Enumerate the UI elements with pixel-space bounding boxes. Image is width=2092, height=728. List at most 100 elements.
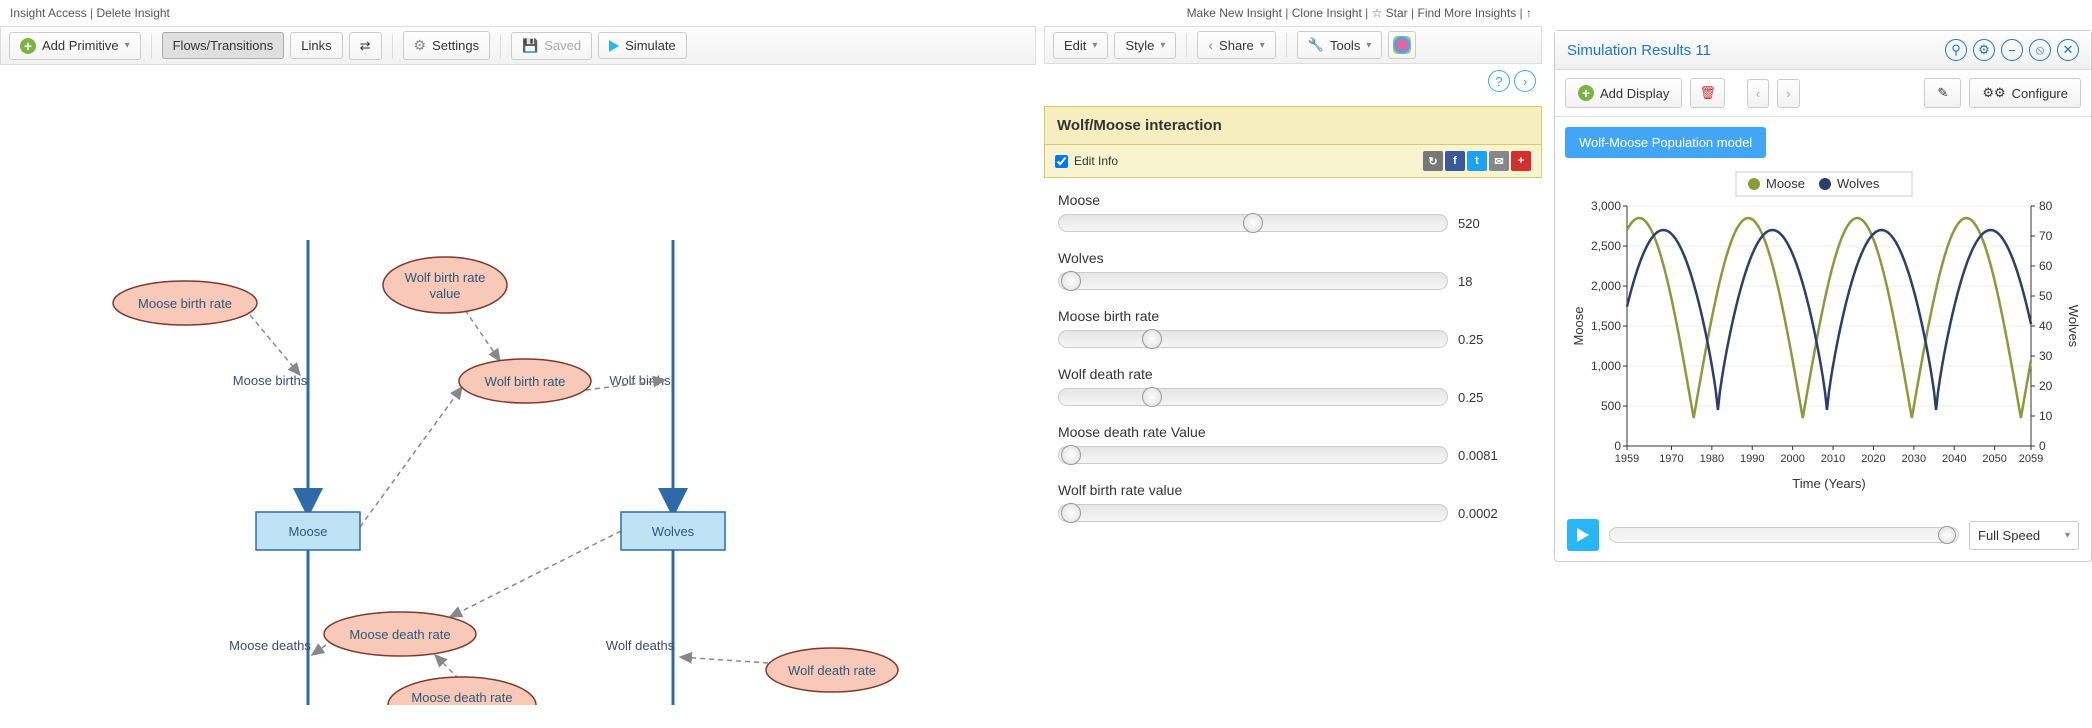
plus-icon: + [20,38,36,54]
swap-button[interactable]: ⇄ [349,32,382,60]
svg-text:Wolf death rate: Wolf death rate [788,663,876,678]
slider-track[interactable] [1058,214,1448,232]
results-window: Simulation Results 11 ⚲ ⚙ − ⦸ ✕ + Add Di… [1554,30,2092,562]
tools-button[interactable]: Tools ▾ [1297,31,1383,59]
slider-thumb[interactable] [1938,526,1956,544]
slider-thumb[interactable] [1061,271,1081,291]
link-insight-access[interactable]: Insight Access [10,6,87,20]
logo-button[interactable] [1388,31,1416,59]
gear-icon[interactable]: ⚙ [1973,39,1995,61]
slider-label: Moose death rate Value [1058,424,1528,440]
svg-text:1959: 1959 [1615,453,1639,465]
svg-text:2,500: 2,500 [1591,239,1621,253]
play-icon [609,40,619,52]
slider-value: 0.25 [1458,390,1528,405]
pin-icon[interactable]: ⚲ [1945,39,1967,61]
svg-text:Moose: Moose [1766,176,1805,191]
block-icon[interactable]: ⦸ [2029,39,2051,61]
swap-icon: ⇄ [360,38,371,54]
close-icon[interactable]: ✕ [2057,39,2079,61]
edit-info-checkbox[interactable] [1055,155,1068,168]
slider-track[interactable] [1058,388,1448,406]
svg-text:Moose birth rate: Moose birth rate [138,296,232,311]
link-up[interactable]: ↑ [1526,6,1532,20]
help-icon[interactable]: ? [1488,70,1510,92]
svg-text:Wolf deaths: Wolf deaths [606,638,675,653]
link-make-new[interactable]: Make New Insight [1187,6,1282,20]
configure-button[interactable]: ⚙⚙ Configure [1969,78,2081,108]
flows-button[interactable]: Flows/Transitions [162,32,285,59]
slider-thumb[interactable] [1061,503,1081,523]
svg-text:Wolf birth rate: Wolf birth rate [405,270,486,285]
share-social-button[interactable]: ✉ [1489,151,1509,171]
chevron-down-icon: ▾ [1260,40,1265,51]
slider-value: 0.0002 [1458,506,1528,521]
edit-button[interactable]: Edit ▾ [1053,32,1108,59]
save-icon [522,38,538,54]
prev-button[interactable]: ‹ [1747,79,1769,108]
plus-icon: + [1578,85,1594,101]
slider-thumb[interactable] [1142,329,1162,349]
svg-text:20: 20 [2039,379,2053,393]
slider-track[interactable] [1058,446,1448,464]
svg-text:2040: 2040 [1942,453,1966,465]
svg-text:2000: 2000 [1780,453,1804,465]
svg-text:80: 80 [2039,199,2053,213]
svg-text:Moose death rate: Moose death rate [411,690,512,705]
separator [151,34,152,58]
slider-thumb[interactable] [1142,387,1162,407]
svg-text:2050: 2050 [1982,453,2006,465]
diagram-canvas[interactable]: Moose birthsMoose deathsWolf birthsWolf … [0,65,1036,705]
chart-tab[interactable]: Wolf-Moose Population model [1565,127,1766,158]
svg-text:Moose births: Moose births [233,373,308,388]
simulate-button[interactable]: Simulate [598,32,687,59]
share-social-button[interactable]: f [1445,151,1465,171]
pencil-icon: ✎ [1937,85,1948,101]
slider-thumb[interactable] [1061,445,1081,465]
info-title: Wolf/Moose interaction [1044,106,1542,145]
settings-button[interactable]: Settings [403,31,491,60]
svg-text:500: 500 [1601,399,1621,413]
sliders-panel: Moose 520 Wolves 18 Moose birth rate 0.2… [1044,178,1542,554]
playback-row: Full Speed ▾ [1555,509,2091,561]
slider-track[interactable] [1058,504,1448,522]
delete-button[interactable]: 🗑 [1690,78,1725,108]
speed-select[interactable]: Full Speed ▾ [1969,521,2079,550]
link-find-more[interactable]: Find More Insights [1417,6,1516,20]
link-star[interactable]: ☆ Star [1372,6,1408,20]
slider-label: Wolf birth rate value [1058,482,1528,498]
minimize-icon[interactable]: − [2001,39,2023,61]
share-social-button[interactable]: ↻ [1423,151,1443,171]
svg-text:Wolf birth rate: Wolf birth rate [485,374,566,389]
share-button[interactable]: Share ▾ [1197,31,1275,59]
play-button[interactable] [1567,519,1599,551]
svg-text:Wolves: Wolves [2066,305,2081,348]
slider-group: Wolf birth rate value 0.0002 [1058,482,1528,522]
style-button[interactable]: Style ▾ [1114,32,1176,59]
svg-text:1,000: 1,000 [1591,359,1621,373]
svg-text:Moose deaths: Moose deaths [229,638,311,653]
link-clone[interactable]: Clone Insight [1292,6,1362,20]
info-subbar: Edit Info ↻ft✉+ [1044,145,1542,178]
next-button[interactable]: › [1777,79,1799,108]
chevron-down-icon: ▾ [2065,530,2070,541]
slider-thumb[interactable] [1243,213,1263,233]
expand-icon[interactable]: › [1514,70,1536,92]
add-primitive-label: Add Primitive [42,38,119,53]
links-button[interactable]: Links [290,32,342,59]
slider-track[interactable] [1058,330,1448,348]
slider-group: Moose 520 [1058,192,1528,232]
add-display-button[interactable]: + Add Display [1565,78,1682,108]
chevron-down-icon: ▾ [1092,40,1097,51]
results-toolbar: + Add Display 🗑 ‹ › ✎ ⚙⚙ Configure [1555,70,2091,117]
share-social-button[interactable]: + [1511,151,1531,171]
add-primitive-button[interactable]: + Add Primitive ▾ [9,32,141,60]
svg-text:3,000: 3,000 [1591,199,1621,213]
svg-text:1980: 1980 [1700,453,1724,465]
playback-slider[interactable] [1609,527,1959,543]
link-delete-insight[interactable]: Delete Insight [97,6,170,20]
share-social-button[interactable]: t [1467,151,1487,171]
slider-track[interactable] [1058,272,1448,290]
edit-display-button[interactable]: ✎ [1924,78,1961,108]
gears-icon: ⚙⚙ [1982,85,2005,101]
